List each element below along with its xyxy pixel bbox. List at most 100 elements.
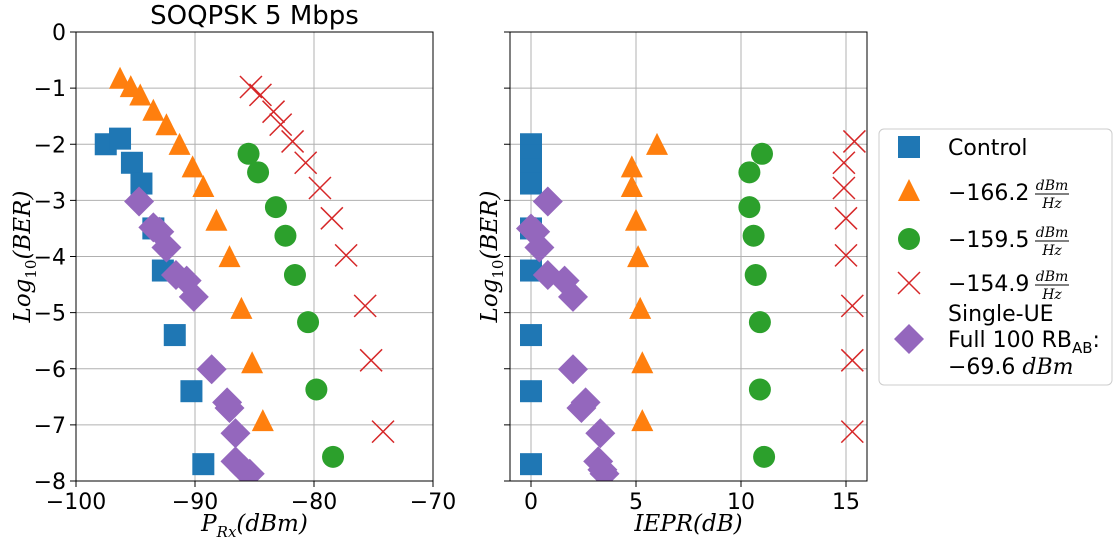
y-tick-label: −6 bbox=[34, 358, 66, 383]
legend-label: −154.9 bbox=[948, 272, 1029, 297]
data-point bbox=[234, 458, 265, 481]
data-point bbox=[281, 129, 305, 153]
legend-label: −166.2 bbox=[948, 181, 1029, 206]
y-axis-label: Log10(BER) bbox=[477, 191, 507, 324]
legend-entry: −154.9 dBm Hz bbox=[897, 269, 1069, 303]
data-point bbox=[738, 196, 761, 219]
data-point bbox=[558, 281, 588, 312]
data-point bbox=[142, 98, 165, 121]
data-point bbox=[120, 151, 143, 174]
data-point bbox=[130, 172, 153, 195]
legend-unit-den: Hz bbox=[1041, 243, 1062, 259]
legend-marker-x bbox=[897, 271, 921, 295]
y-tick-label: −3 bbox=[34, 189, 66, 214]
data-point bbox=[155, 113, 178, 136]
data-point bbox=[629, 296, 652, 319]
data-point bbox=[589, 458, 620, 481]
data-point bbox=[748, 378, 771, 401]
data-point bbox=[753, 445, 776, 468]
data-point bbox=[241, 351, 264, 374]
axes-frame bbox=[509, 31, 868, 482]
series-circle bbox=[738, 142, 776, 468]
data-point bbox=[308, 176, 332, 200]
legend-label: −159.5 bbox=[948, 228, 1029, 253]
data-point bbox=[646, 132, 668, 155]
data-point bbox=[163, 324, 186, 347]
series-x bbox=[832, 129, 866, 444]
x-tick-label: 5 bbox=[629, 490, 643, 515]
legend-unit-den: Hz bbox=[1041, 287, 1062, 303]
right-panel: 0 5 10 15 IEPR(dB) Log10(BER) bbox=[477, 31, 868, 537]
legend-marker-square bbox=[898, 136, 920, 158]
data-point bbox=[570, 387, 601, 418]
data-point bbox=[334, 243, 358, 267]
data-point bbox=[359, 348, 383, 372]
data-point bbox=[520, 324, 542, 347]
data-point bbox=[305, 378, 328, 401]
legend-marker-circle bbox=[898, 228, 920, 250]
data-point bbox=[520, 380, 542, 403]
data-point bbox=[151, 232, 182, 263]
y-tick-label: −8 bbox=[34, 470, 66, 495]
x-axis-label: IEPR(dB) bbox=[633, 511, 742, 537]
data-point bbox=[585, 418, 616, 449]
data-point bbox=[840, 294, 864, 318]
data-point bbox=[840, 420, 864, 444]
data-point bbox=[840, 348, 864, 372]
gridlines bbox=[75, 31, 434, 482]
data-point bbox=[631, 351, 654, 374]
data-point bbox=[353, 294, 377, 318]
legend-label: Single-UE bbox=[948, 302, 1054, 327]
series-triangle bbox=[109, 66, 274, 432]
series-diamond bbox=[516, 186, 620, 481]
data-point bbox=[251, 409, 274, 432]
data-point bbox=[842, 129, 866, 153]
y-tick-label: −2 bbox=[34, 133, 66, 158]
data-point bbox=[248, 83, 272, 107]
data-point bbox=[129, 83, 152, 106]
data-point bbox=[631, 409, 654, 432]
y-axis-label: Log10(BER) bbox=[10, 191, 40, 324]
data-point bbox=[283, 264, 306, 287]
data-point bbox=[371, 420, 395, 444]
data-point bbox=[751, 142, 773, 165]
x-tick-label: −70 bbox=[410, 490, 456, 515]
legend-marker-diamond bbox=[894, 324, 924, 354]
data-point bbox=[192, 175, 215, 198]
legend-unit-num: dBm bbox=[1036, 225, 1069, 241]
x-tick-label: −100 bbox=[46, 490, 106, 515]
data-point bbox=[320, 206, 344, 230]
data-point bbox=[178, 281, 209, 312]
data-point bbox=[230, 296, 253, 319]
y-tick-label: −4 bbox=[34, 246, 66, 271]
data-point bbox=[834, 206, 858, 230]
series-x bbox=[239, 75, 395, 444]
data-point bbox=[620, 155, 643, 178]
data-point bbox=[269, 113, 293, 137]
data-point bbox=[744, 264, 767, 287]
series-diamond bbox=[124, 186, 265, 481]
x-axis-label: PRx(dBm) bbox=[200, 511, 308, 541]
left-panel: −100 −90 −80 −70 0 −1 −2 −3 −4 −5 −6 −7 −8 SOQPSK 5 M… bbox=[10, 1, 456, 541]
series-circle bbox=[237, 142, 345, 468]
data-point bbox=[297, 311, 320, 334]
gridlines bbox=[510, 31, 867, 482]
data-point bbox=[180, 380, 203, 403]
y-tick-label: −7 bbox=[34, 414, 66, 439]
legend-unit-num: dBm bbox=[1036, 269, 1069, 285]
legend: Control −166.2 dBm Hz −159.5 dBm Hz −154.9 dBm Hz… bbox=[878, 128, 1113, 386]
legend-unit-num: dBm bbox=[1036, 178, 1069, 194]
data-point bbox=[620, 175, 643, 198]
data-point bbox=[322, 445, 345, 468]
legend-entry: −166.2 dBm Hz bbox=[898, 178, 1069, 212]
data-point bbox=[218, 245, 241, 268]
data-point bbox=[192, 453, 215, 476]
y-tick-label: 0 bbox=[52, 21, 66, 46]
legend-label: Control bbox=[948, 136, 1028, 161]
data-point bbox=[832, 176, 856, 200]
data-point bbox=[524, 232, 555, 263]
data-point bbox=[205, 208, 228, 231]
legend-unit-den: Hz bbox=[1041, 196, 1062, 212]
